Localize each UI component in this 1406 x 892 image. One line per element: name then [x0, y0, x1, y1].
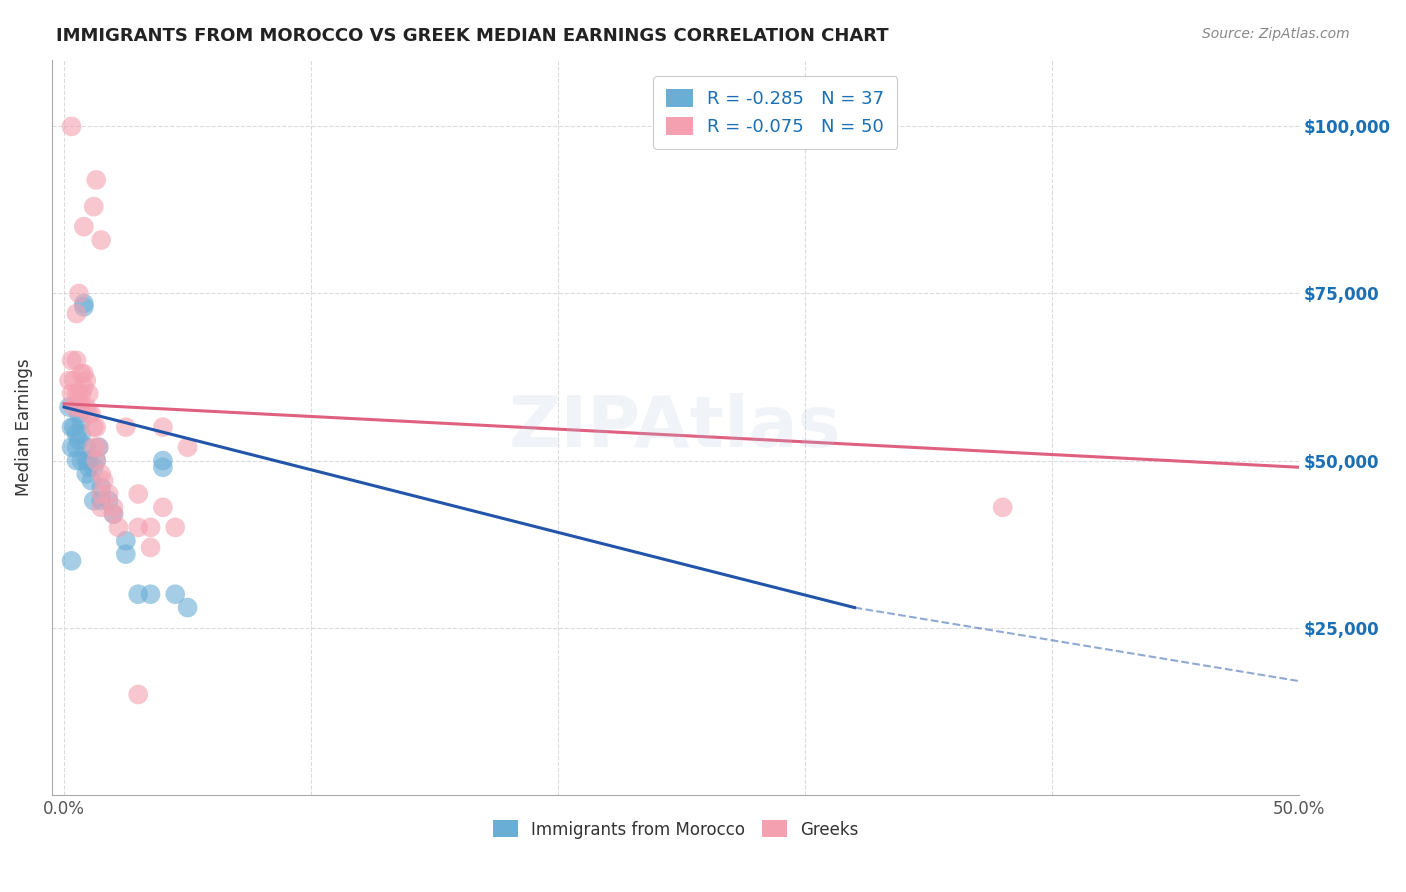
Point: [115, 420, 138, 434]
Point: [90, 500, 112, 515]
Point: [139, 587, 162, 601]
Point: [991, 500, 1014, 515]
Point: [103, 507, 125, 521]
Point: [165, 520, 187, 534]
Point: [115, 533, 138, 548]
Point: [75, 400, 97, 414]
Point: [152, 420, 174, 434]
Point: [87, 440, 110, 454]
Point: [65, 307, 87, 321]
Point: [70, 400, 93, 414]
Point: [77, 453, 100, 467]
Point: [139, 541, 162, 555]
Point: [65, 426, 87, 441]
Point: [65, 353, 87, 368]
Point: [67, 434, 90, 448]
Point: [176, 600, 198, 615]
Point: [73, 296, 96, 310]
Point: [60, 120, 83, 134]
Point: [58, 373, 80, 387]
Point: [90, 467, 112, 481]
Point: [75, 440, 97, 454]
Point: [165, 587, 187, 601]
Point: [75, 453, 97, 467]
Point: [73, 300, 96, 314]
Point: [84, 420, 107, 434]
Point: [67, 286, 90, 301]
Point: [60, 554, 83, 568]
Point: [75, 467, 97, 481]
Point: [127, 587, 149, 601]
Text: Source: ZipAtlas.com: Source: ZipAtlas.com: [1202, 27, 1350, 41]
Point: [97, 493, 120, 508]
Point: [84, 453, 107, 467]
Point: [73, 219, 96, 234]
Point: [73, 367, 96, 381]
Point: [152, 500, 174, 515]
Point: [103, 500, 125, 515]
Point: [70, 453, 93, 467]
Point: [107, 520, 129, 534]
Point: [83, 440, 105, 454]
Point: [70, 426, 93, 441]
Point: [83, 493, 105, 508]
Point: [73, 380, 96, 394]
Point: [90, 493, 112, 508]
Point: [60, 420, 83, 434]
Text: IMMIGRANTS FROM MOROCCO VS GREEK MEDIAN EARNINGS CORRELATION CHART: IMMIGRANTS FROM MOROCCO VS GREEK MEDIAN …: [56, 27, 889, 45]
Text: ZIPAtlas: ZIPAtlas: [509, 392, 842, 462]
Point: [60, 353, 83, 368]
Point: [93, 474, 115, 488]
Point: [80, 474, 103, 488]
Point: [127, 487, 149, 501]
Point: [84, 453, 107, 467]
Point: [83, 420, 105, 434]
Point: [77, 460, 100, 475]
Point: [65, 440, 87, 454]
Point: [60, 386, 83, 401]
Point: [63, 420, 86, 434]
Point: [103, 507, 125, 521]
Point: [90, 487, 112, 501]
Point: [67, 400, 90, 414]
Point: [75, 373, 97, 387]
Point: [70, 367, 93, 381]
Point: [97, 487, 120, 501]
Point: [87, 440, 110, 454]
Point: [67, 407, 90, 421]
Point: [84, 173, 107, 187]
Point: [77, 407, 100, 421]
Point: [152, 453, 174, 467]
Point: [70, 413, 93, 427]
Y-axis label: Median Earnings: Median Earnings: [15, 359, 32, 496]
Point: [83, 460, 105, 475]
Point: [67, 386, 90, 401]
Point: [60, 440, 83, 454]
Point: [90, 480, 112, 494]
Point: [90, 233, 112, 247]
Point: [139, 520, 162, 534]
Point: [63, 400, 86, 414]
Point: [127, 520, 149, 534]
Point: [176, 440, 198, 454]
Point: [58, 400, 80, 414]
Point: [152, 460, 174, 475]
Point: [83, 200, 105, 214]
Legend: Immigrants from Morocco, Greeks: Immigrants from Morocco, Greeks: [486, 814, 865, 846]
Point: [65, 453, 87, 467]
Point: [115, 547, 138, 561]
Point: [77, 386, 100, 401]
Point: [80, 407, 103, 421]
Point: [65, 386, 87, 401]
Point: [63, 373, 86, 387]
Point: [70, 386, 93, 401]
Point: [127, 688, 149, 702]
